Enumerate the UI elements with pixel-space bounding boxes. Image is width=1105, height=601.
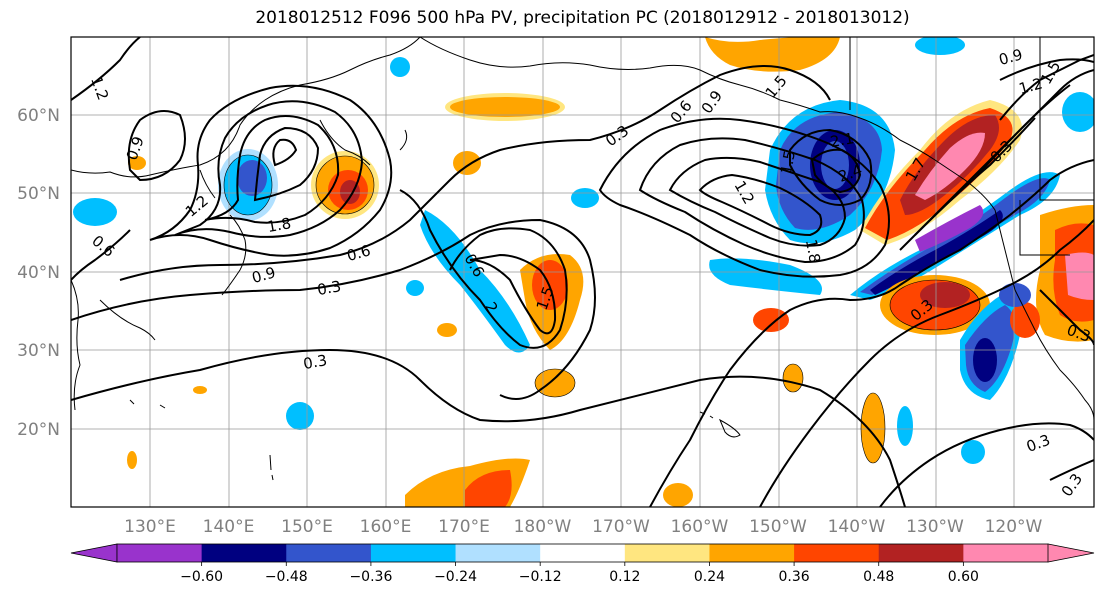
colorbar-segment: [794, 544, 880, 562]
colorbar-extend-min: [70, 543, 118, 563]
precip-blob: [437, 323, 457, 337]
colorbar-segment: [370, 544, 457, 562]
precip-blob: [999, 283, 1031, 307]
precip-blob: [1010, 302, 1040, 338]
lon-tick-label: 150°E: [281, 517, 333, 537]
precip-blob: [311, 151, 379, 219]
contour-label: 0.9: [997, 45, 1025, 69]
precip-blob: [127, 451, 137, 469]
colorbar-tick-label: −0.12: [519, 569, 562, 585]
lon-tick-label: 170°E: [438, 517, 490, 537]
colorbar-tick-label: −0.36: [349, 569, 392, 585]
lon-tick-label: 140°E: [203, 517, 255, 537]
precip-blob: [128, 156, 146, 170]
lon-tick-label: 140°W: [828, 517, 886, 537]
precip-blob: [390, 57, 410, 77]
precip-blob: [73, 198, 117, 226]
colorbar-segment: [963, 544, 1049, 562]
colorbar-segment: [117, 544, 203, 562]
colorbar-segment: [540, 544, 626, 562]
colorbar-tick-label: 0.24: [694, 569, 725, 585]
precip-blob: [663, 483, 693, 507]
precip-blob: [1036, 205, 1094, 342]
contour-label: 0.6: [345, 241, 373, 265]
colorbar: [70, 543, 1095, 563]
precip-blob: [860, 100, 1022, 245]
precip-blob: [961, 440, 985, 464]
precip-blob: [286, 402, 314, 430]
precip-blob: [880, 275, 990, 335]
precip-blob: [406, 280, 424, 296]
gridlines: [71, 37, 1094, 507]
precip-blob: [850, 172, 1060, 300]
colorbar-segment: [878, 544, 964, 562]
precip-blob: [915, 37, 965, 55]
lon-tick-label: 160°E: [360, 517, 412, 537]
colorbar-tick-label: −0.24: [434, 569, 477, 585]
precip-blob: [709, 258, 822, 295]
map-plot-area: 1.20.91.20.61.80.90.60.30.30.62 1.50.30.6…: [71, 37, 1094, 507]
lon-tick-label: 160°W: [671, 517, 729, 537]
lon-tick-label: 150°W: [749, 517, 807, 537]
lat-tick-label: 20°N: [17, 420, 60, 440]
colorbar-tick-label: 0.48: [863, 569, 894, 585]
lon-tick-label: 130°W: [906, 517, 964, 537]
longitude-axis: 130°E 140°E 150°E 160°E 170°E 180°W 170°W 160°W…: [124, 517, 1042, 537]
contour-label: 0.3: [316, 277, 343, 299]
map-title: 2018012512 F096 500 hPa PV, precipitatio…: [255, 8, 910, 28]
lat-tick-label: 40°N: [17, 263, 60, 283]
colorbar-tick-label: 0.12: [609, 569, 640, 585]
colorbar-segment: [455, 544, 541, 562]
contour-label: 1.8: [802, 238, 824, 265]
contour-label: 1.8: [266, 214, 293, 236]
precip-blob: [897, 406, 913, 446]
lon-tick-label: 170°W: [592, 517, 650, 537]
colorbar-tick-label: −0.48: [265, 569, 308, 585]
coastlines: [71, 37, 1094, 481]
precip-blob: [861, 393, 885, 463]
precip-blob: [571, 188, 599, 208]
lon-tick-label: 180°W: [514, 517, 572, 537]
lat-tick-label: 30°N: [17, 341, 60, 361]
precip-blob: [960, 290, 1024, 400]
colorbar-segment: [201, 544, 287, 562]
contour-label: 2.1: [829, 129, 856, 151]
colorbar-extend-max: [1047, 543, 1095, 563]
contour-label: 0.3: [302, 351, 329, 373]
colorbar-frame: [116, 543, 1049, 563]
colorbar-tick-labels: −0.60 −0.48 −0.36 −0.24 −0.12 0.12 0.24 0.36 0.4…: [180, 562, 979, 585]
precip-blob: [705, 37, 840, 72]
colorbar-tick-label: −0.60: [180, 569, 223, 585]
latitude-axis: 60°N 50°N 40°N 30°N 20°N: [17, 106, 60, 440]
lon-tick-label: 120°W: [985, 517, 1043, 537]
contour-label: 1.2: [1017, 74, 1045, 98]
precip-blob: [1062, 92, 1094, 132]
precip-edge-contours: [223, 154, 981, 464]
precip-blob: [753, 308, 789, 332]
precip-shading: [73, 37, 1094, 507]
precip-blob: [445, 93, 565, 121]
colorbar-segment: [286, 544, 372, 562]
colorbar-segment: [709, 544, 795, 562]
colorbar-segment: [624, 544, 710, 562]
pv-contours: [71, 37, 1094, 507]
precip-blob: [193, 386, 207, 394]
precip-blob: [783, 364, 803, 392]
lon-tick-label: 130°E: [124, 517, 176, 537]
colorbar-tick-label: 0.36: [779, 569, 810, 585]
precip-blob: [420, 210, 530, 353]
precip-blob: [218, 149, 278, 221]
plot-frame: [70, 36, 1095, 508]
contour-label: 0.9: [250, 263, 278, 287]
precip-blob: [535, 369, 575, 397]
contour-label: 1.5: [777, 149, 799, 176]
precip-blob: [453, 151, 481, 175]
precip-blob: [405, 458, 530, 507]
lat-tick-label: 50°N: [17, 184, 60, 204]
colorbar-tick-label: 0.60: [948, 569, 979, 585]
lat-tick-label: 60°N: [17, 106, 60, 126]
